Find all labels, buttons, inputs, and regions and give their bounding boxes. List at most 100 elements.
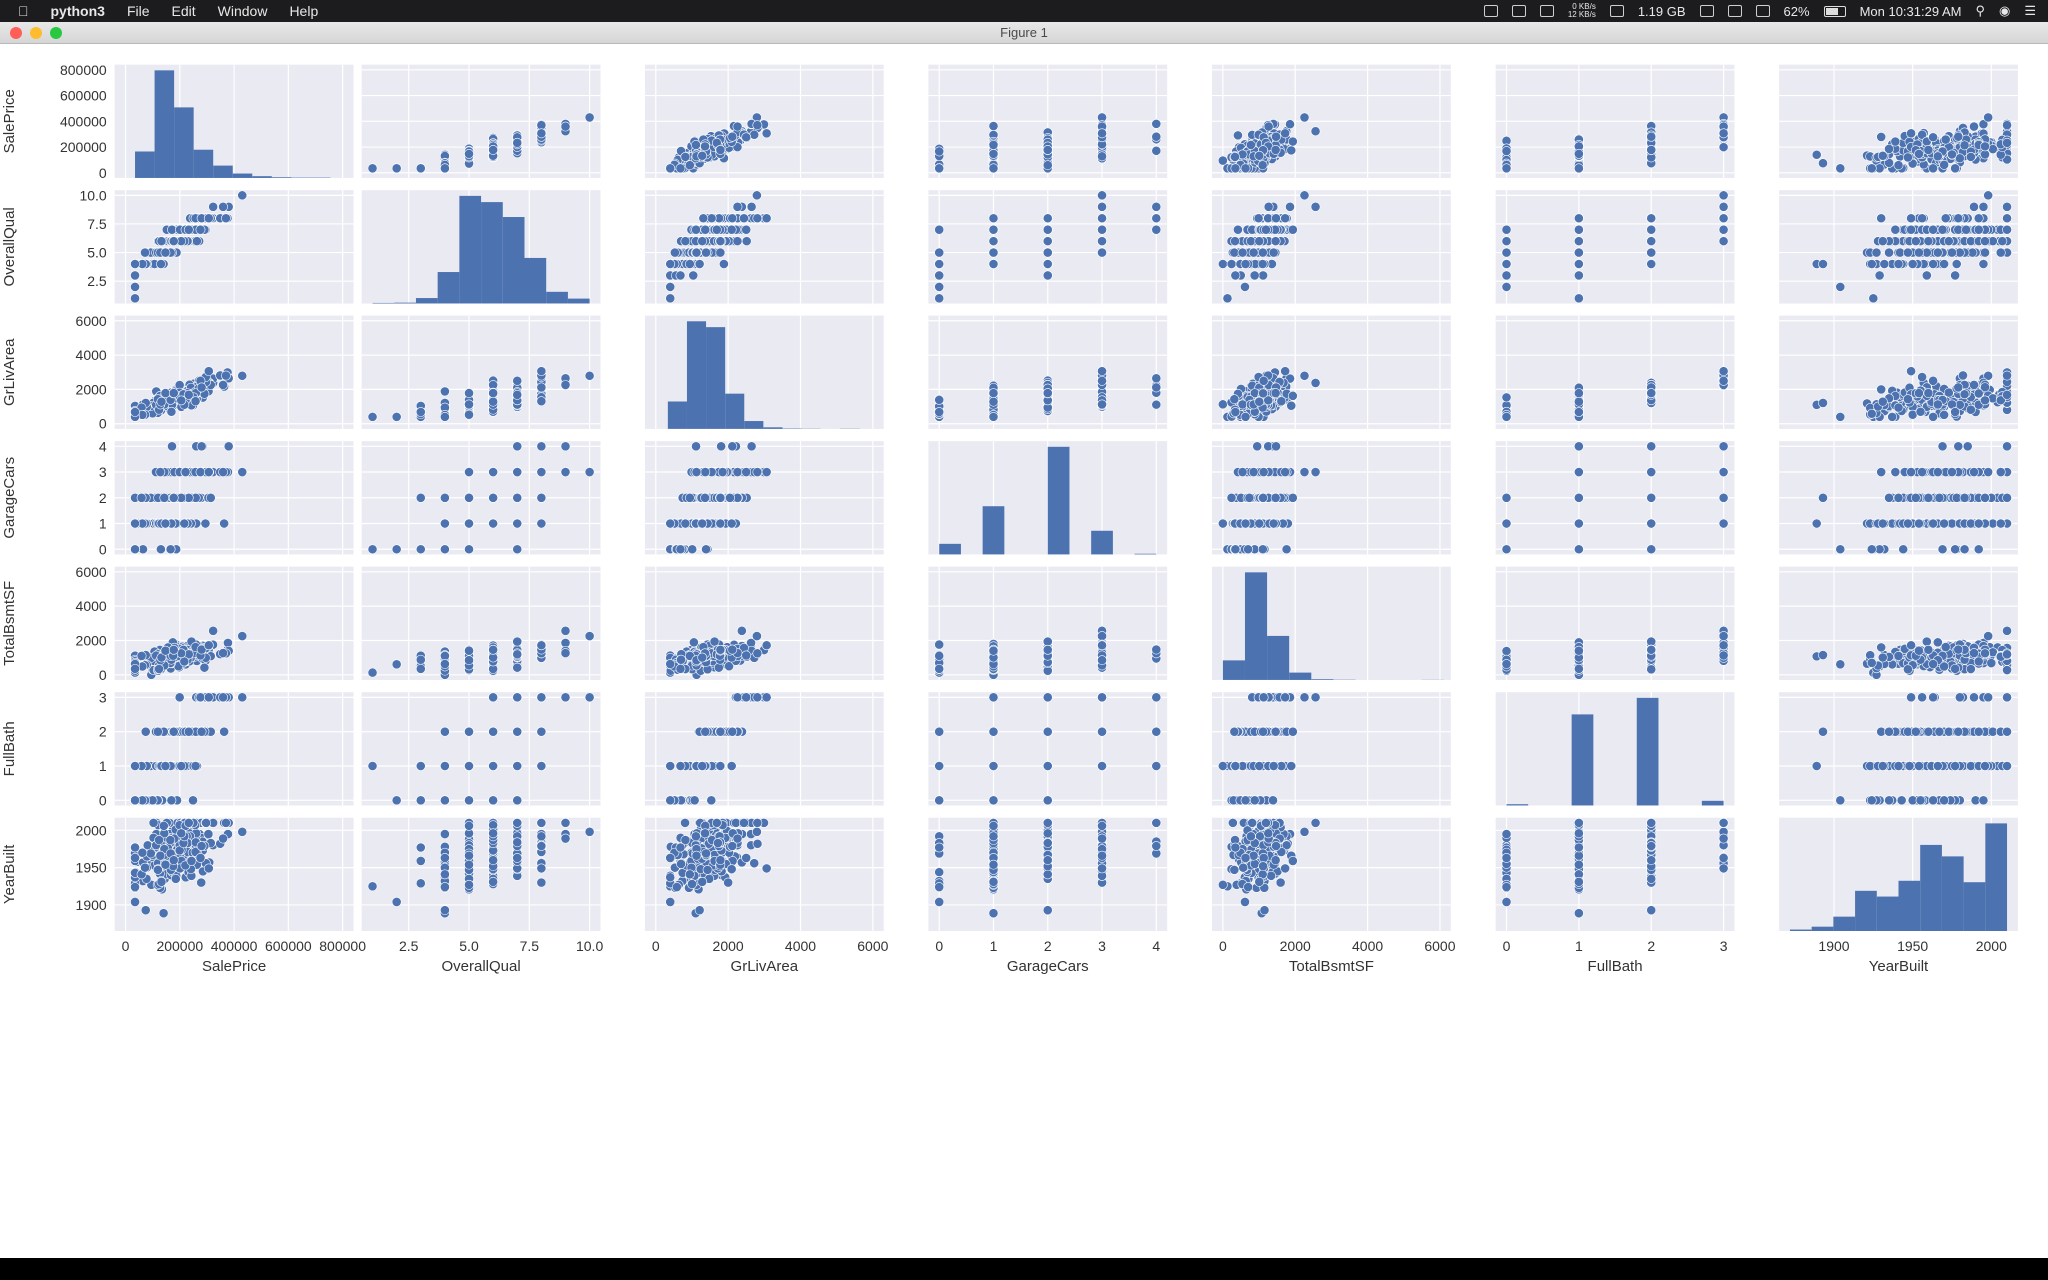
scatter-point	[680, 236, 691, 247]
scatter-point	[1983, 190, 1994, 201]
scatter-point	[1222, 293, 1233, 304]
histogram-bar	[213, 165, 233, 178]
panel-background	[644, 190, 884, 304]
scatter-point	[1263, 121, 1274, 132]
network-monitor[interactable]: 0 KB/s 12 KB/s	[1568, 3, 1596, 19]
scatter-point	[1097, 236, 1107, 247]
scatter-point	[1978, 201, 1989, 212]
scatter-point	[1915, 406, 1926, 417]
status-icon[interactable]	[1539, 5, 1554, 17]
scatter-point	[1097, 366, 1107, 377]
scatter-point	[1042, 145, 1053, 155]
apple-icon[interactable]: 	[18, 3, 29, 19]
scatter-point	[1939, 159, 1950, 170]
pairplot-figure[interactable]: 0 200000 400000 600000 800000 SalePrice 2.5 5.0…	[0, 44, 2048, 1258]
scatter-point	[691, 140, 701, 150]
scatter-point	[665, 163, 676, 174]
scatter-point	[1501, 259, 1512, 269]
bluetooth-icon[interactable]	[1699, 5, 1714, 17]
search-icon[interactable]: ⚲	[1975, 3, 1985, 18]
scatter-point	[464, 148, 474, 159]
scatter-point	[1950, 163, 1961, 174]
scatter-point	[218, 467, 228, 477]
zoom-button[interactable]	[50, 27, 62, 39]
scatter-point	[988, 213, 999, 224]
scatter-point	[1230, 407, 1241, 417]
scatter-point	[1718, 375, 1729, 386]
scatter-point	[1240, 163, 1251, 174]
scatter-point	[1914, 388, 1924, 399]
panel-grlivarea-vs-yearbuilt	[1779, 315, 2018, 429]
scatter-point	[1261, 224, 1271, 235]
scatter-point	[156, 236, 167, 247]
volume-icon[interactable]	[1755, 5, 1770, 17]
graph-icon[interactable]	[1609, 5, 1624, 17]
scatter-point	[1285, 119, 1295, 130]
scatter-point	[1230, 236, 1240, 247]
memory-monitor[interactable]: 1.19 GB	[1637, 3, 1686, 19]
scatter-point	[1980, 247, 1990, 258]
scatter-point	[1226, 259, 1237, 269]
scatter-point	[1932, 247, 1943, 258]
scatter-point	[732, 121, 743, 132]
scatter-point	[160, 247, 171, 258]
panel-overallqual-vs-overallqual	[361, 190, 601, 304]
scatter-point	[1646, 213, 1657, 224]
scatter-point	[1573, 247, 1584, 258]
scatter-point	[1151, 382, 1162, 393]
scatter-point	[684, 259, 695, 269]
scatter-point	[700, 224, 711, 235]
battery-percent[interactable]: 62%	[1783, 3, 1810, 19]
scatter-point	[2002, 201, 2012, 212]
battery-icon[interactable]	[1823, 5, 1846, 17]
scatter-point	[739, 213, 749, 224]
title-bar[interactable]: Figure 1	[0, 22, 2048, 44]
wifi-icon[interactable]	[1727, 5, 1742, 17]
net-down: 12 KB/s	[1567, 10, 1596, 19]
scatter-point	[1978, 259, 1989, 269]
menu-edit[interactable]: Edit	[161, 3, 196, 19]
scatter-point	[1921, 270, 1932, 281]
menu-file[interactable]: File	[116, 3, 150, 19]
scatter-point	[684, 160, 695, 171]
scatter-point	[1973, 213, 1984, 224]
notification-center-icon[interactable]: ☰	[2024, 3, 2036, 18]
scatter-point	[439, 544, 450, 555]
scatter-point	[726, 224, 737, 235]
scatter-point	[1818, 158, 1828, 169]
app-name-menu[interactable]: python3	[40, 3, 105, 19]
scatter-point	[237, 467, 248, 477]
scatter-point	[167, 441, 177, 452]
histogram-bar	[524, 257, 547, 304]
scatter-point	[439, 518, 450, 529]
scatter-point	[1923, 236, 1934, 247]
scatter-point	[223, 441, 234, 452]
clock[interactable]: Mon 10:31:29 AM	[1859, 3, 1962, 19]
scatter-point	[1903, 152, 1913, 163]
scatter-point	[1835, 281, 1846, 292]
scatter-point	[1903, 394, 1913, 405]
scatter-point	[934, 270, 945, 281]
scatter-point	[391, 163, 402, 174]
scatter-point	[1151, 373, 1162, 384]
status-icon[interactable]	[1483, 5, 1498, 17]
scatter-point	[1718, 142, 1729, 153]
scatter-point	[165, 544, 176, 555]
menu-window[interactable]: Window	[207, 3, 268, 19]
scatter-point	[1932, 151, 1943, 162]
menu-help[interactable]: Help	[278, 3, 318, 19]
scatter-point	[1254, 396, 1265, 407]
scatter-point	[1890, 136, 1901, 147]
scatter-point	[1246, 140, 1256, 150]
scatter-point	[205, 492, 216, 503]
scatter-point	[176, 395, 187, 406]
scatter-point	[1877, 396, 1888, 407]
close-button[interactable]	[10, 27, 22, 39]
scatter-point	[1258, 375, 1269, 386]
scatter-point	[536, 492, 547, 503]
minimize-button[interactable]	[30, 27, 42, 39]
scatter-point	[1646, 247, 1657, 258]
siri-icon[interactable]: ◉	[1999, 3, 2011, 18]
status-icon[interactable]	[1511, 5, 1526, 17]
histogram-bar	[546, 291, 568, 304]
